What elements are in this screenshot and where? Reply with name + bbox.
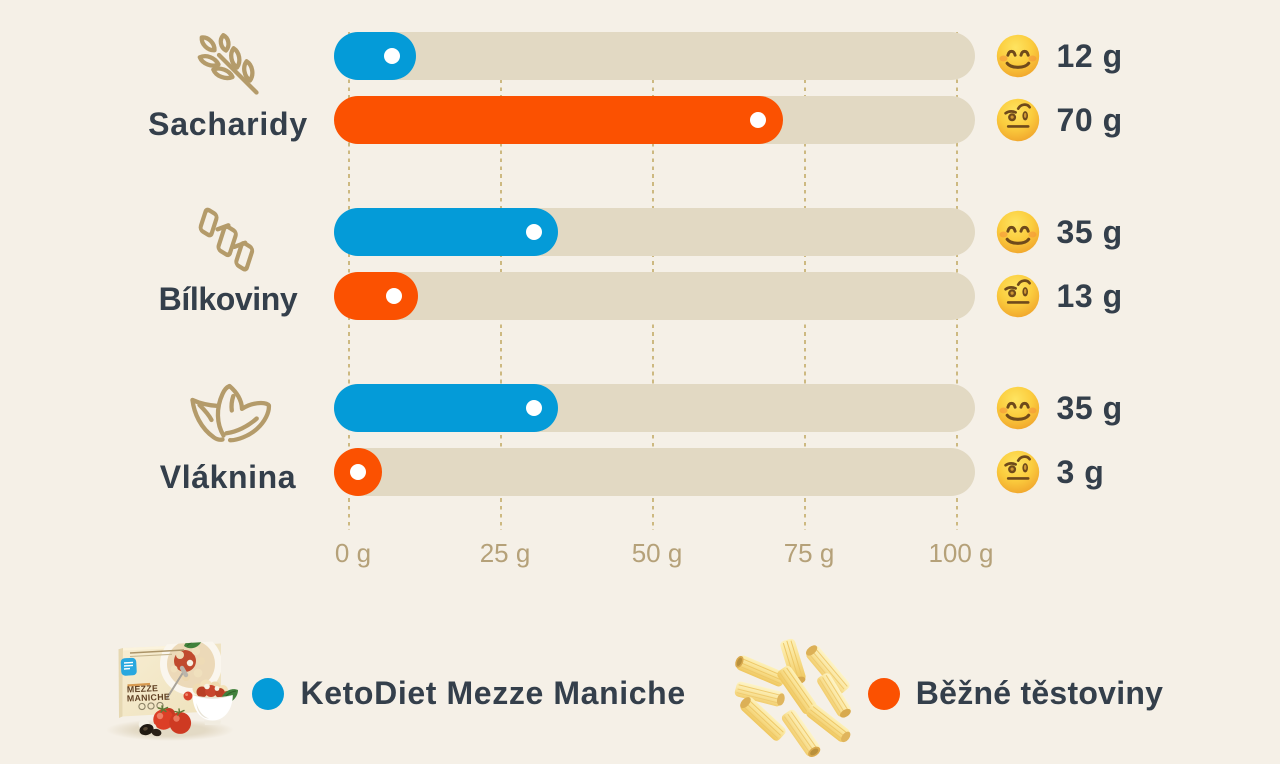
svg-text:MEZZE: MEZZE — [127, 683, 159, 694]
svg-text:MANICHE: MANICHE — [127, 692, 171, 704]
